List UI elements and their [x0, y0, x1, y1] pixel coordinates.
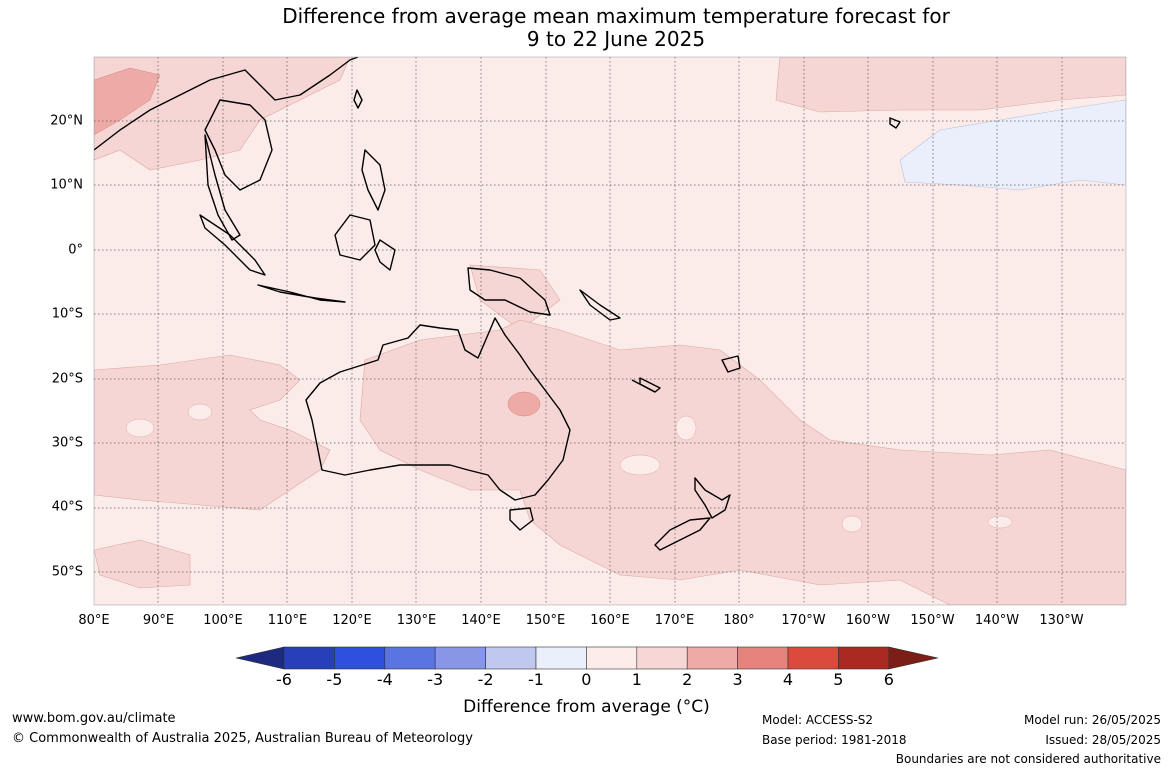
coastlines	[94, 57, 901, 551]
coast-taiwan	[353, 89, 363, 109]
longitude-label: 170°E	[654, 613, 695, 628]
colorbar-tick-label: -3	[427, 670, 444, 689]
colorbar-high-arrow	[888, 646, 939, 670]
colorbar-tick-label: 5	[833, 670, 844, 689]
coast-new-zealand-south	[654, 517, 711, 551]
footer-base-period: Base period: 1981-2018	[762, 733, 907, 747]
longitude-label: 150°W	[910, 613, 955, 628]
longitude-label: 100°E	[203, 613, 243, 628]
warm-anomaly-regions	[94, 57, 1126, 605]
colorbar-tick-label: -5	[326, 670, 343, 689]
coast-tasmania	[509, 507, 534, 531]
longitude-label: 90°E	[142, 613, 175, 628]
longitude-label: 160°E	[590, 613, 630, 628]
latitude-label: 0°	[68, 242, 83, 258]
coast-new-guinea	[467, 267, 551, 316]
longitude-label: 110°E	[267, 613, 308, 628]
colorbar-tick-label: -4	[376, 670, 393, 689]
latitude-label: 10°N	[50, 177, 83, 193]
longitude-label: 180°	[723, 613, 755, 628]
coast-asia-mainland	[94, 57, 359, 151]
coast-borneo	[334, 214, 376, 261]
longitude-label: 130°W	[1039, 613, 1084, 628]
latitude-label: 20°N	[50, 113, 83, 129]
coast-new-zealand-north	[694, 477, 731, 519]
colorbar-tick-label: -1	[528, 670, 544, 689]
footer-issued: Issued: 28/05/2025	[1045, 733, 1161, 747]
coast-indochina	[204, 99, 273, 191]
longitude-label: 140°W	[974, 613, 1020, 628]
colorbar-tick-label: 0	[581, 670, 592, 689]
colorbar-tick-label: 3	[732, 670, 743, 689]
longitude-label: 120°E	[332, 613, 372, 628]
coast-sulawesi	[374, 239, 396, 271]
coast-hawaii	[889, 117, 901, 129]
latitude-label: 40°S	[51, 499, 83, 515]
longitude-label: 140°E	[461, 613, 501, 628]
colorbar-tick-label: 6	[883, 670, 894, 689]
coast-solomon	[579, 289, 621, 321]
map-title-line2: 9 to 22 June 2025	[526, 27, 706, 51]
warm-region-southwest	[94, 539, 191, 589]
footer-disclaimer: Boundaries are not considered authoritat…	[895, 752, 1161, 766]
coast-australia	[305, 317, 571, 501]
coast-new-caledonia	[631, 379, 656, 393]
colorbar-tick-label: 1	[631, 670, 642, 689]
longitude-label: 160°W	[845, 613, 891, 628]
longitude-label: 170°W	[781, 613, 826, 628]
colorbar-tick-label: -2	[477, 670, 494, 689]
coast-malay-peninsula	[204, 134, 241, 241]
map-title-line1: Difference from average mean maximum tem…	[282, 4, 950, 28]
longitude-label: 130°E	[396, 613, 437, 628]
colorbar-low-arrow	[235, 646, 285, 670]
warm-region-south-indian	[94, 354, 331, 511]
longitude-label: 150°E	[525, 613, 566, 628]
footer-copyright: © Commonwealth of Australia 2025, Austra…	[12, 731, 473, 746]
cool-anomaly-region	[899, 99, 1126, 191]
footer-site: www.bom.gov.au/climate	[12, 711, 176, 726]
colorbar-tick-label: 2	[682, 670, 693, 689]
latitude-label: 30°S	[51, 435, 83, 451]
coast-java	[257, 284, 346, 303]
warm-region-australia-pacific	[359, 319, 1126, 605]
warm-region-north-pacific	[775, 57, 1126, 113]
latitude-label: 20°S	[51, 371, 83, 387]
footer-model: Model: ACCESS-S2	[762, 713, 874, 727]
colorbar-label: Difference from average (°C)	[463, 697, 710, 717]
footer-model-run: Model run: 26/05/2025	[1023, 713, 1161, 727]
longitude-label: 80°E	[78, 613, 110, 628]
gridlines	[94, 57, 1126, 605]
colorbar-tick-label: 4	[782, 670, 794, 689]
colorbar	[235, 646, 939, 670]
latitude-label: 10°S	[51, 306, 83, 322]
map-frame	[93, 56, 1127, 606]
latitude-label: 50°S	[51, 564, 83, 580]
strong-warm-region-asia	[94, 67, 161, 136]
inner-base-patches	[125, 403, 1013, 533]
colorbar-tick-label: -6	[276, 670, 292, 689]
coast-philippines	[361, 149, 386, 211]
strong-warm-region-australia	[507, 391, 541, 417]
